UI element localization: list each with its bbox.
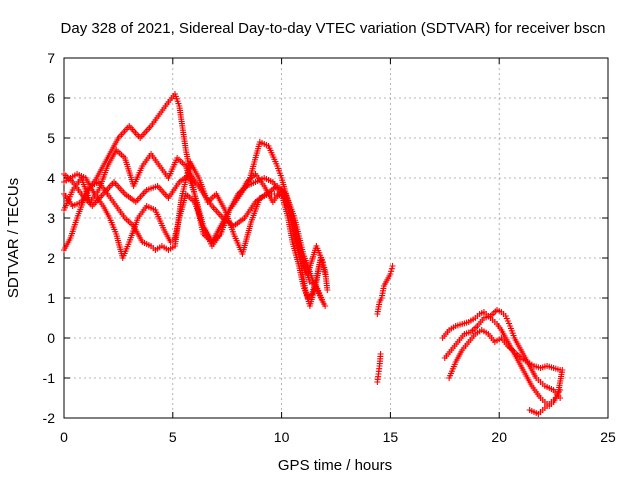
series-track-10 xyxy=(446,327,564,381)
y-tick-label: -1 xyxy=(43,370,56,386)
y-tick-label: 0 xyxy=(47,330,55,346)
series-track-5 xyxy=(61,171,329,309)
chart-title: Day 328 of 2021, Sidereal Day-to-day VTE… xyxy=(61,20,606,37)
data-point xyxy=(389,263,396,269)
axis-ticks: -2 -1 0 1 2 3 4 5 6 7 0 5 10 15 20 25 xyxy=(43,50,616,445)
data-point xyxy=(387,271,394,277)
x-tick-label: 10 xyxy=(274,429,290,445)
y-tick-label: 1 xyxy=(47,290,55,306)
x-axis-title: GPS time / hours xyxy=(278,457,392,474)
data-point xyxy=(388,265,395,272)
y-tick-label: 4 xyxy=(47,170,55,186)
data-point xyxy=(319,259,326,265)
data-point xyxy=(388,268,395,275)
data-point xyxy=(557,387,564,393)
x-tick-label: 0 xyxy=(60,429,68,445)
grid-lines xyxy=(64,58,608,418)
y-tick-label: 6 xyxy=(47,90,55,106)
x-tick-label: 20 xyxy=(491,429,507,445)
x-tick-label: 25 xyxy=(600,429,616,445)
y-tick-label: 3 xyxy=(47,210,55,226)
x-tick-label: 15 xyxy=(383,429,399,445)
series-track-9 xyxy=(441,307,564,401)
series-track-7 xyxy=(374,351,384,385)
y-tick-label: 7 xyxy=(47,50,55,66)
data-points xyxy=(61,91,566,417)
y-tick-label: 5 xyxy=(47,130,55,146)
data-point xyxy=(557,367,564,373)
y-tick-label: -2 xyxy=(43,410,56,426)
data-point xyxy=(324,287,331,293)
series-track-1 xyxy=(61,171,331,301)
data-point xyxy=(322,271,329,277)
data-point xyxy=(377,351,384,357)
plot-frame xyxy=(63,57,609,419)
series-track-11 xyxy=(526,387,564,417)
series-track-3 xyxy=(61,147,326,277)
y-tick-label: 2 xyxy=(47,250,55,266)
data-point xyxy=(322,303,329,309)
x-tick-label: 5 xyxy=(169,429,177,445)
series-track-6 xyxy=(374,263,396,317)
y-axis-title: SDTVAR / TECUs xyxy=(5,178,22,298)
